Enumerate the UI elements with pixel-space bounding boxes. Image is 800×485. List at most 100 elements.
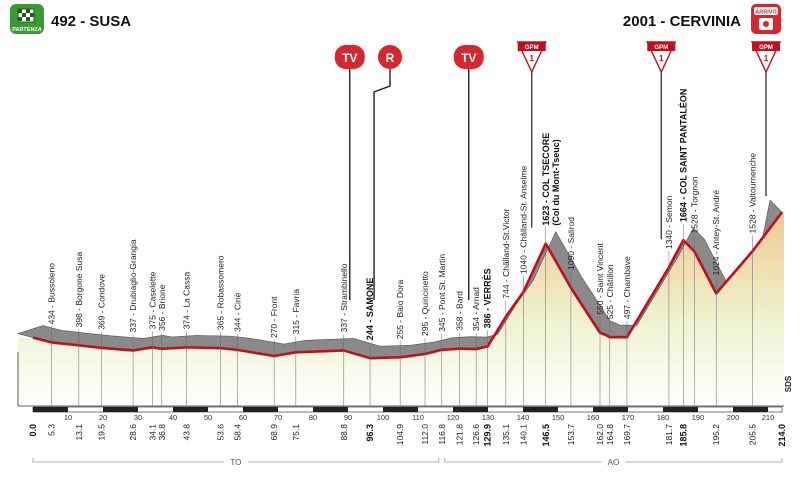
waypoint-label: 1623 - COL TSECORE <box>541 133 551 226</box>
region-label-bg <box>601 456 626 467</box>
r-marker-pole <box>373 69 391 300</box>
km-label: 140.1 <box>518 424 528 446</box>
r-marker-text: R <box>386 51 395 65</box>
km-label: 181.7 <box>664 424 674 446</box>
tv-marker-text: TV <box>461 51 476 65</box>
distance-scale: 10 20 30 40 50 60 70 80 90 100 110 120 130 140 150 160 1… <box>32 406 783 422</box>
km-label: 205.5 <box>747 424 757 446</box>
gpm-marker-label: GPM <box>759 45 773 51</box>
waypoint-label: 525 - Châtillon <box>605 264 615 319</box>
km-label: 0.0 <box>28 424 38 437</box>
scale-bar-segment <box>33 407 68 412</box>
km-label: 185.8 <box>678 424 688 447</box>
tv-marker-badge <box>334 45 365 69</box>
km-label: 214.0 <box>777 424 787 447</box>
km-label: 5.3 <box>47 424 57 436</box>
scale-tick-label: 70 <box>274 413 282 422</box>
km-label: 34.1 <box>147 424 157 441</box>
start-header: PARTENZA 492 - SUSA <box>10 4 131 34</box>
gpm-marker-category: 1 <box>659 54 664 63</box>
waypoint-label: (Col du Mont-Tseuc) <box>551 139 561 225</box>
gpm-marker-band <box>752 42 780 51</box>
waypoint-label: 255 - Baio Dora <box>395 279 405 339</box>
waypoint-label: 375 - Caselette <box>147 271 157 329</box>
waypoint-label: 337 - Drubiaglio-Grangia <box>128 239 138 332</box>
scale-tick-label: 160 <box>587 413 600 422</box>
waypoint-label: 744 - Châlland-St.Victor <box>501 208 511 298</box>
waypoint-label: 337 - Strambinello <box>339 263 349 332</box>
km-label: 68.9 <box>269 424 279 441</box>
km-label: 75.1 <box>291 424 301 441</box>
km-label: 116.8 <box>437 424 447 445</box>
scale-tick-label: 20 <box>99 413 107 422</box>
scale-bar-segment <box>383 407 418 412</box>
km-label: 36.8 <box>157 424 167 441</box>
gpm-marker-category: 1 <box>764 54 769 63</box>
scale-tick-label: 130 <box>482 413 495 422</box>
km-label: 164.8 <box>605 424 615 446</box>
waypoint-label: 374 - La Cassa <box>181 271 191 329</box>
km-label: 13.1 <box>74 424 84 441</box>
arrivo-badge-text: ARRIVO <box>755 10 777 16</box>
gpm-marker-icon: GPM 1 <box>646 41 677 240</box>
waypoint-label: 1528 - Torgnon <box>690 176 700 233</box>
scale-tick-label: 200 <box>727 413 740 422</box>
gpm-marker-label: GPM <box>654 45 668 51</box>
gpm-marker-icon: GPM 1 <box>516 41 547 228</box>
scale-bar-segment <box>663 407 698 412</box>
finish-town-label: 2001 - CERVINIA <box>623 13 741 30</box>
km-label: 88.8 <box>339 424 349 441</box>
km-label: 121.8 <box>454 424 464 446</box>
region-brackets: TO AO <box>32 456 783 467</box>
partenza-badge-text: PARTENZA <box>12 27 42 33</box>
scale-tick-label: 180 <box>657 413 670 422</box>
waypoint-label: 345 - Pont St. Martin <box>437 254 447 332</box>
km-label: 104.9 <box>395 424 405 446</box>
waypoint-label: 434 - Bussoleno <box>47 263 57 325</box>
tv-marker-text: TV <box>342 51 357 65</box>
waypoint-label: 1040 - Châlland-St. Anselme <box>518 166 528 274</box>
region-label-bg <box>223 456 248 467</box>
waypoint-label: 244 - SAMONE <box>365 278 375 341</box>
km-label: 169.7 <box>622 424 632 446</box>
sds-label: SDS <box>784 375 793 392</box>
r-marker-icon: R <box>373 45 402 300</box>
waypoint-label: 398 - Borgone Susa <box>74 252 84 328</box>
km-labels: 0.0 5.3 13.1 19.5 28.6 34.1 36.8 43.8 53.6 58.4 68… <box>28 424 787 447</box>
km-label: 135.1 <box>501 424 511 446</box>
waypoint-label: 354 - Arnad <box>471 287 481 331</box>
scale-tick-label: 120 <box>447 413 460 422</box>
waypoint-label: 356 - Brione <box>157 284 167 331</box>
gpm-marker-band <box>517 42 546 51</box>
start-town-label: 492 - SUSA <box>51 13 131 30</box>
km-label: 112.0 <box>420 424 430 445</box>
km-label: 53.6 <box>216 424 226 441</box>
waypoint-label: 1528 - Valtournenche <box>747 153 757 234</box>
scale-tick-label: 60 <box>239 413 247 422</box>
km-label: 153.7 <box>566 424 576 446</box>
km-label: 19.5 <box>96 424 106 441</box>
scale-bar-segment <box>313 407 348 412</box>
scale-bar-segment <box>593 407 628 412</box>
waypoint-label: 1664 - COL SAINT PANTALÉON <box>678 89 688 223</box>
km-label: 162.0 <box>595 424 605 446</box>
scale-tick-label: 30 <box>134 413 142 422</box>
tv-marker-badge <box>453 45 484 69</box>
tv-marker-icon: TV <box>453 45 484 300</box>
km-label: 146.5 <box>541 424 551 447</box>
scale-tick-label: 50 <box>204 413 212 422</box>
waypoint-label: 550 - Saint Vincent <box>595 242 605 314</box>
gpm-marker-label: GPM <box>525 45 539 51</box>
region-label: AO <box>608 458 620 467</box>
scale-tick-label: 90 <box>344 413 352 422</box>
gpm-marker-band <box>647 42 676 51</box>
waypoint-label: 1024 - Antey-St. André <box>711 190 721 276</box>
region-label: TO <box>230 458 241 467</box>
scale-tick-label: 190 <box>692 413 705 422</box>
scale-bar-segment <box>523 407 558 412</box>
scale-tick-label: 80 <box>309 413 317 422</box>
tv-marker-icon: TV <box>334 45 365 300</box>
waypoint-label: 369 - Condove <box>96 274 106 330</box>
scale-tick-label: 100 <box>377 413 390 422</box>
